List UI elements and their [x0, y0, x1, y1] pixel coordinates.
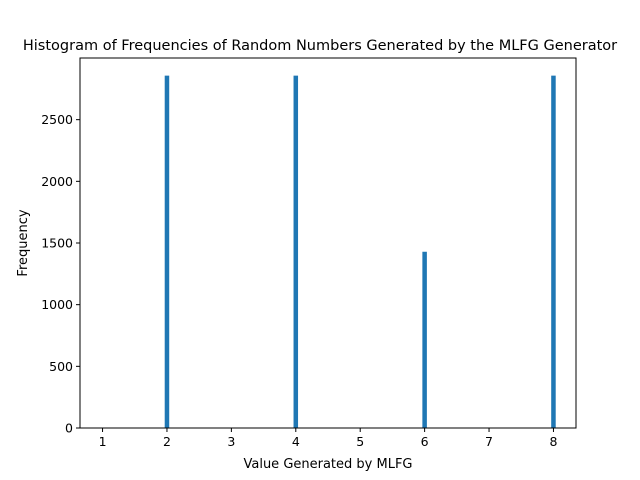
histogram-bar-6 — [422, 251, 427, 428]
y-tick-label: 500 — [49, 359, 73, 374]
plot-frame — [79, 57, 577, 429]
x-axis-label: Value Generated by MLFG — [243, 457, 412, 472]
x-tick-label: 3 — [227, 434, 235, 449]
y-tick-label: 2000 — [41, 174, 73, 189]
y-tick-label: 2500 — [41, 112, 73, 127]
y-tick-label: 1000 — [41, 297, 73, 312]
x-tick-label: 5 — [356, 434, 364, 449]
y-tick-label: 1500 — [41, 236, 73, 251]
x-tick-label: 2 — [163, 434, 171, 449]
x-tick-label: 1 — [99, 434, 107, 449]
y-tick-label: 0 — [65, 421, 73, 436]
x-axis-ticks: 1 2 3 4 5 6 7 8 — [99, 428, 557, 449]
histogram-bar-2 — [164, 75, 170, 429]
y-axis-label: Frequency — [16, 209, 31, 276]
x-tick-label: 6 — [421, 434, 429, 449]
chart-title: Histogram of Frequencies of Random Numbe… — [23, 38, 617, 54]
x-tick-label: 8 — [549, 434, 557, 449]
x-tick-label: 7 — [485, 434, 493, 449]
bars-group — [164, 75, 556, 429]
histogram-bar-4 — [293, 75, 299, 429]
x-tick-label: 4 — [292, 434, 300, 449]
y-axis-ticks: 0 500 1000 1500 2000 2500 — [41, 112, 80, 436]
histogram-bar-8 — [551, 75, 556, 429]
